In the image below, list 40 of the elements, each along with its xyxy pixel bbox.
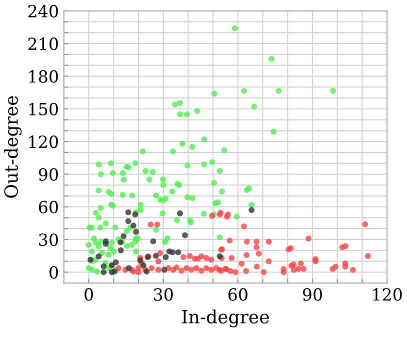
y-tick-label: 180 <box>29 70 58 83</box>
y-tick-label: 0 <box>50 266 58 279</box>
point <box>125 218 132 224</box>
point <box>102 241 109 247</box>
x-tick-label: 90 <box>302 288 322 301</box>
x-tick-label: 30 <box>154 288 173 301</box>
x-tick-label: 0 <box>84 288 93 301</box>
point <box>132 212 138 218</box>
point <box>177 210 183 216</box>
y-tick-label: 150 <box>29 102 58 116</box>
y-tick-label: 240 <box>28 4 58 18</box>
x-tick-label: 60 <box>228 288 248 301</box>
point <box>125 209 132 216</box>
y-tick-label: 30 <box>39 233 58 246</box>
point <box>126 265 132 272</box>
point <box>152 252 159 259</box>
point <box>130 222 136 229</box>
y-tick-label: 60 <box>38 200 58 214</box>
point <box>161 266 168 273</box>
point <box>170 249 176 256</box>
point <box>111 268 118 274</box>
y-tick-label: 90 <box>38 168 58 181</box>
point <box>100 269 107 276</box>
x-tick-label: 120 <box>373 288 402 301</box>
y-tick-label: 210 <box>28 38 58 50</box>
point <box>118 247 124 254</box>
point <box>162 254 169 260</box>
point <box>133 228 139 235</box>
point <box>182 232 188 238</box>
x-axis-title: In-degree <box>182 310 269 328</box>
point <box>100 263 107 270</box>
point <box>137 257 144 264</box>
point <box>150 238 156 244</box>
point <box>175 249 182 256</box>
point <box>112 259 119 266</box>
point <box>120 233 127 240</box>
y-axis-title: Out-degree <box>4 96 22 198</box>
point <box>248 207 255 214</box>
y-tick-label: 120 <box>29 135 58 148</box>
point <box>96 253 102 260</box>
